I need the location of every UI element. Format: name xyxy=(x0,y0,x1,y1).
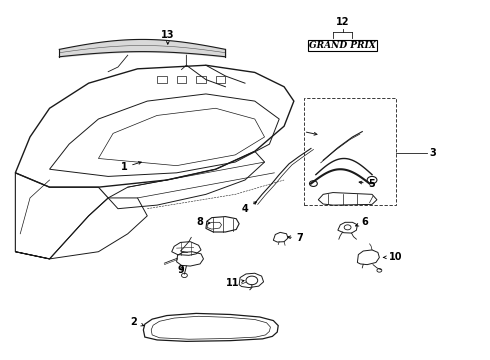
Text: 4: 4 xyxy=(242,202,257,215)
Text: 9: 9 xyxy=(177,265,184,275)
Text: 7: 7 xyxy=(288,233,304,243)
Text: 6: 6 xyxy=(356,217,368,227)
Text: 8: 8 xyxy=(196,217,210,227)
Text: 11: 11 xyxy=(226,278,244,288)
Text: 2: 2 xyxy=(130,317,144,327)
Text: 1: 1 xyxy=(121,162,141,172)
Text: 3: 3 xyxy=(430,148,437,158)
Text: 10: 10 xyxy=(383,252,402,262)
Text: 5: 5 xyxy=(359,179,375,189)
Text: 13: 13 xyxy=(161,30,174,44)
Bar xyxy=(304,98,396,205)
Text: 12: 12 xyxy=(336,17,349,27)
Text: GRAND PRIX: GRAND PRIX xyxy=(309,41,376,50)
